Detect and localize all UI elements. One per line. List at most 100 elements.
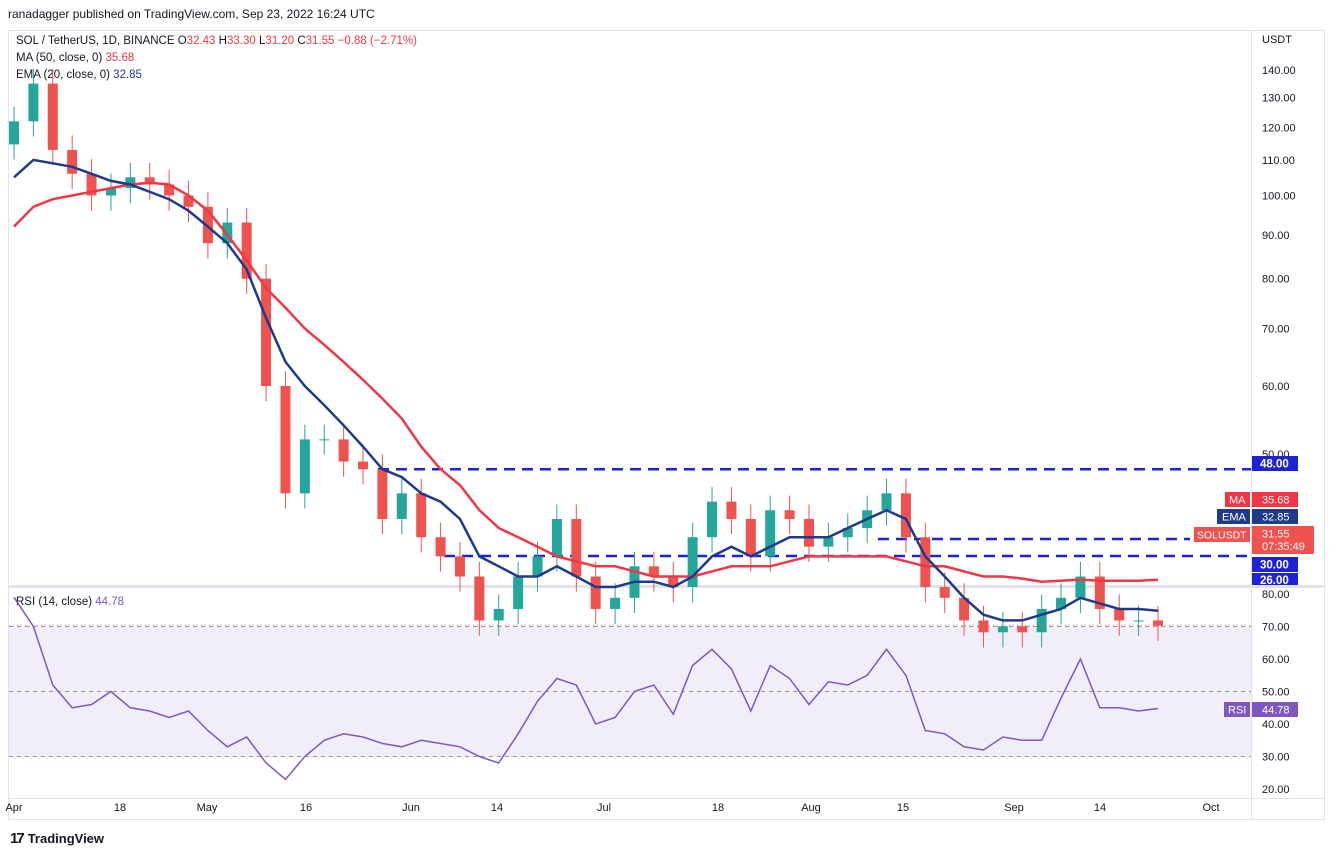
candle-body: [745, 519, 756, 557]
time-tick-label: Aug: [801, 802, 821, 814]
rsi-tick-label: 50.00: [1262, 687, 1290, 699]
candle-body: [474, 576, 485, 621]
candle-body: [1114, 608, 1125, 621]
price-tick-label: 140.00: [1262, 65, 1296, 77]
candle-body: [435, 537, 446, 557]
candle-body: [396, 493, 407, 520]
rsi-badge: [1252, 702, 1298, 717]
rsi-tick-label: 80.00: [1262, 589, 1290, 601]
price-tick-label: 70.00: [1262, 324, 1290, 336]
time-tick-label: Apr: [5, 802, 22, 814]
rsi-legend[interactable]: RSI (14, close) 44.78: [16, 596, 124, 608]
ema-legend-value: 32.85: [113, 69, 142, 81]
time-axis-separator: [8, 798, 1325, 799]
rsi-tick-label: 40.00: [1262, 719, 1290, 731]
candle-body: [610, 597, 621, 609]
candle-body: [590, 576, 601, 609]
candle-body: [377, 469, 388, 520]
candle-body: [959, 597, 970, 621]
level-30-badge: [1252, 557, 1298, 572]
price-axis-separator: [1251, 30, 1252, 820]
ma50-series-line: [13, 181, 1159, 583]
rsi-badge-value: 44.78: [1262, 705, 1290, 717]
time-tick-label: 14: [1094, 802, 1106, 814]
symbol-label[interactable]: SOL / TetherUS, 1D, BINANCE: [16, 35, 175, 47]
candle-body: [241, 222, 252, 279]
candle-body: [687, 537, 698, 588]
publisher-caption: ranadagger published on TradingView.com,…: [8, 7, 375, 21]
ema-badge-value: 32.85: [1262, 512, 1290, 524]
ma-badge: [1252, 492, 1298, 507]
candle-body: [47, 83, 58, 150]
ema-legend[interactable]: EMA (20, close, 0) 32.85: [16, 69, 142, 81]
price-badge: [1252, 526, 1314, 554]
candle-body: [823, 537, 834, 547]
candle-body: [493, 608, 504, 621]
time-tick-label: 14: [491, 802, 503, 814]
level-30-label: 30.00: [1260, 560, 1289, 572]
candle-body: [765, 510, 776, 557]
candle-body: [978, 620, 989, 633]
candle-body: [164, 184, 175, 196]
rsi-series-line: [13, 596, 1159, 781]
rsi-legend-label: RSI (14, close): [16, 596, 93, 608]
level-26-badge: [1252, 573, 1298, 585]
close-label: C: [297, 35, 306, 47]
candle-body: [1153, 620, 1163, 626]
candle-body: [842, 528, 853, 538]
rsi-tick-label: 60.00: [1262, 654, 1290, 666]
ma-legend-value: 35.68: [105, 52, 135, 64]
tradingview-logo[interactable]: 17 TradingView: [10, 830, 104, 847]
candle-body: [551, 519, 562, 557]
pane-divider[interactable]: [8, 585, 1325, 588]
candle-body: [532, 556, 543, 577]
ma-badge-value: 35.68: [1262, 495, 1290, 507]
candle-body: [67, 149, 78, 174]
ema-badge: [1252, 509, 1298, 524]
level-48-label: 48.00: [1260, 459, 1289, 471]
price-tick-label: 120.00: [1262, 122, 1296, 134]
candle-body: [571, 519, 582, 577]
candle-body: [454, 556, 465, 577]
time-tick-label: 18: [114, 802, 126, 814]
tradingview-logo-icon: 17: [10, 830, 25, 847]
open-label: O: [177, 35, 187, 47]
ma-legend[interactable]: MA (50, close, 0) 35.68: [16, 52, 134, 64]
tradingview-logo-text: TradingView: [27, 831, 105, 846]
price-badge-label: SOLUSDT: [1197, 530, 1247, 542]
candle-body: [881, 493, 892, 511]
time-tick-label: Sep: [1004, 802, 1024, 814]
close-value: 31.55: [305, 35, 335, 47]
rsi-legend-value: 44.78: [95, 596, 125, 608]
ema-badge-label: EMA: [1222, 512, 1247, 524]
candle-body: [416, 493, 427, 538]
candle-body: [144, 177, 155, 185]
candle-body: [299, 439, 310, 494]
candle-body: [319, 439, 330, 441]
ma-badge-label: MA: [1229, 495, 1246, 507]
candle-body: [358, 461, 369, 470]
time-tick-label: 18: [712, 802, 724, 814]
price-tick-label: 110.00: [1262, 155, 1295, 167]
candle-body: [707, 501, 718, 538]
candle-body: [28, 83, 39, 122]
change-value: −0.88 (−2.71%): [337, 35, 417, 47]
candle-body: [86, 173, 97, 196]
level-48-badge: [1252, 456, 1298, 471]
low-label: L: [258, 35, 266, 47]
rsi-badge-label: RSI: [1228, 705, 1246, 717]
low-value: 31.20: [265, 35, 295, 47]
candle-body: [261, 278, 272, 387]
high-label: H: [218, 35, 227, 47]
price-tick-label: 100.00: [1262, 190, 1296, 202]
candle-body: [280, 386, 291, 494]
rsi-badge-tag: [1224, 702, 1250, 717]
ema-badge-tag: [1217, 509, 1250, 524]
price-tick-label: 80.00: [1262, 274, 1290, 286]
ema20-series-line: [13, 158, 1159, 622]
candle-body: [1036, 608, 1047, 633]
candle-body: [784, 510, 795, 520]
rsi-tick-label: 30.00: [1262, 752, 1290, 764]
candle-body: [105, 188, 116, 196]
